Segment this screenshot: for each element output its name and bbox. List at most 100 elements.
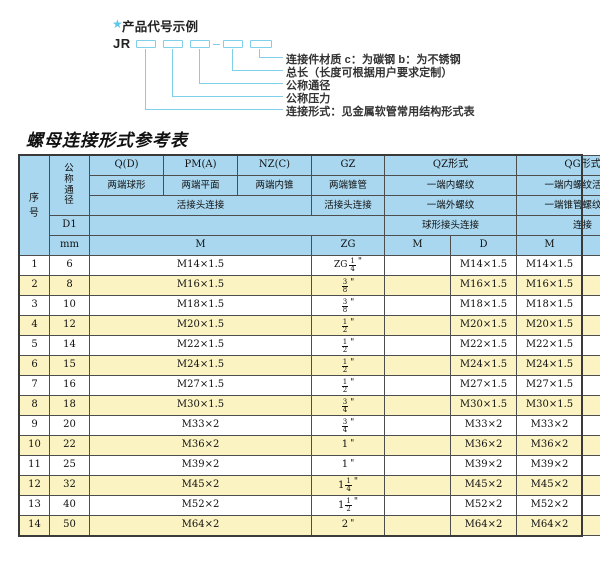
- cell-dn: 12: [49, 315, 90, 336]
- cell-gz: 3 8 ": [311, 295, 385, 316]
- cell-gz: 1 2 ": [311, 315, 385, 336]
- header-desc-pma: 两端平面: [163, 175, 238, 196]
- header-unit-zg-gz: ZG: [311, 235, 385, 256]
- cell-dn: 32: [49, 475, 90, 496]
- cell-qg-zg: 12": [582, 315, 600, 336]
- cell-qz-d: M27×1.5: [450, 375, 517, 396]
- dn-char-4: 径: [64, 195, 75, 207]
- cell-seq: 10: [19, 435, 50, 456]
- header-row-codes: 序 号 公 称 通 径 Q(D) PM(A) NZ(C) GZ QZ形式 QG形…: [19, 155, 600, 256]
- cell-m: M39×2: [89, 455, 312, 476]
- cell-m: M30×1.5: [89, 395, 312, 416]
- cell-qz-d: M24×1.5: [450, 355, 517, 376]
- cell-qz-d: M20×1.5: [450, 315, 517, 336]
- cell-seq: 14: [19, 515, 50, 536]
- cell-qg-m: M20×1.5: [516, 315, 583, 336]
- cell-qg-m: M64×2: [516, 515, 583, 536]
- leader-line-1-vertical: [145, 49, 147, 110]
- leader-line-1-horizontal: [145, 109, 283, 111]
- cell-dn: 18: [49, 395, 90, 416]
- header-row-units: mm M ZG M D M ZG: [20, 235, 600, 256]
- cell-dn: 16: [49, 375, 90, 396]
- cell-seq: 11: [19, 455, 50, 476]
- header-group-code-qz: QZ形式: [384, 155, 517, 176]
- header-desc3-qg: 连接: [516, 215, 600, 236]
- cell-seq: 1: [19, 255, 50, 276]
- cell-m: M16×1.5: [89, 275, 312, 296]
- cell-dn: 40: [49, 495, 90, 516]
- cell-gz: 1 1 2 ": [311, 495, 385, 516]
- annotation-connection-type: 连接形式：见金属软管常用结构形式表: [286, 106, 475, 118]
- cell-qz-d: M45×2: [450, 475, 517, 496]
- cell-m: M36×2: [89, 435, 312, 456]
- cell-gz: 1 2 ": [311, 335, 385, 356]
- header-row-desc1: 两端球形 两端平面 两端内锥 两端锥管 一端内螺纹 一端内螺纹活接头: [20, 175, 600, 196]
- cell-qz-d: M33×2: [450, 415, 517, 436]
- dn-char-1: 公: [64, 163, 75, 175]
- header-d1: D1: [49, 215, 90, 236]
- header-desc-qg: 一端内螺纹活接头: [516, 175, 600, 196]
- cell-m: M14×1.5: [89, 255, 312, 276]
- header-desc2-qz: 一端外螺纹: [384, 195, 517, 216]
- cell-m: M64×2: [89, 515, 312, 536]
- header-desc-nzc: 两端内锥: [237, 175, 312, 196]
- cell-qg-zg: 112": [582, 495, 600, 516]
- cell-dn: 6: [49, 255, 90, 276]
- cell-qg-m: M39×2: [516, 455, 583, 476]
- cell-qg-m: M36×2: [516, 435, 583, 456]
- cell-seq: 4: [19, 315, 50, 336]
- header-group-code-nzc: NZ(C): [237, 155, 312, 176]
- cell-qg-zg: 34": [582, 395, 600, 416]
- leader-line-3-horizontal: [199, 83, 283, 85]
- annotation-total-length: 总长（长度可根据用户要求定制）: [286, 67, 453, 79]
- header-unit-mm: mm: [49, 235, 90, 256]
- page-title: 螺母连接形式参考表: [26, 131, 188, 151]
- header-nominal-bore: 公 称 通 径: [49, 155, 90, 216]
- cell-qg-m: M33×2: [516, 415, 583, 436]
- cell-qz-m: [384, 295, 451, 316]
- leader-line-4-vertical: [232, 49, 234, 71]
- annotation-nominal-pressure: 公称压力: [286, 93, 331, 105]
- cell-m: M24×1.5: [89, 355, 312, 376]
- cell-dn: 20: [49, 415, 90, 436]
- cell-gz: ZG 1 4 ": [311, 255, 385, 276]
- cell-seq: 2: [19, 275, 50, 296]
- cell-qz-m: [384, 255, 451, 276]
- star-icon: ★: [112, 17, 123, 31]
- cell-m: M33×2: [89, 415, 312, 436]
- cell-dn: 50: [49, 515, 90, 536]
- diagram-heading: 产品代号示例: [122, 20, 199, 34]
- leader-line-4-horizontal: [232, 70, 283, 72]
- cell-seq: 13: [19, 495, 50, 516]
- code-box-1: [136, 40, 156, 48]
- cell-qg-m: M22×1.5: [516, 335, 583, 356]
- cell-dn: 10: [49, 295, 90, 316]
- cell-gz: 1 1 4 ": [311, 475, 385, 496]
- cell-qg-zg: 12": [582, 355, 600, 376]
- leader-line-2-horizontal: [172, 96, 283, 98]
- cell-seq: 3: [19, 295, 50, 316]
- cell-qz-m: [384, 395, 451, 416]
- nut-connection-reference-table: 序 号 公 称 通 径 Q(D) PM(A) NZ(C) GZ QZ形式 QG形…: [19, 155, 600, 536]
- cell-qg-zg: 1": [582, 435, 600, 456]
- cell-qg-zg: 12": [582, 375, 600, 396]
- dn-char-3: 通: [64, 184, 75, 196]
- header-blank-left: [89, 215, 385, 236]
- code-box-3: [190, 40, 210, 48]
- cell-qz-d: M22×1.5: [450, 335, 517, 356]
- cell-gz: 1 2 ": [311, 355, 385, 376]
- header-unit-zg-qg: ZG: [582, 235, 600, 256]
- cell-qz-d: M14×1.5: [450, 255, 517, 276]
- annotation-nominal-bore: 公称通径: [286, 80, 331, 92]
- product-code-prefix: JR: [113, 36, 131, 51]
- code-box-5: [250, 40, 272, 48]
- cell-qg-m: M27×1.5: [516, 375, 583, 396]
- cell-qg-zg: 38": [582, 275, 600, 296]
- header-group-code-qg: QG形式: [516, 155, 600, 176]
